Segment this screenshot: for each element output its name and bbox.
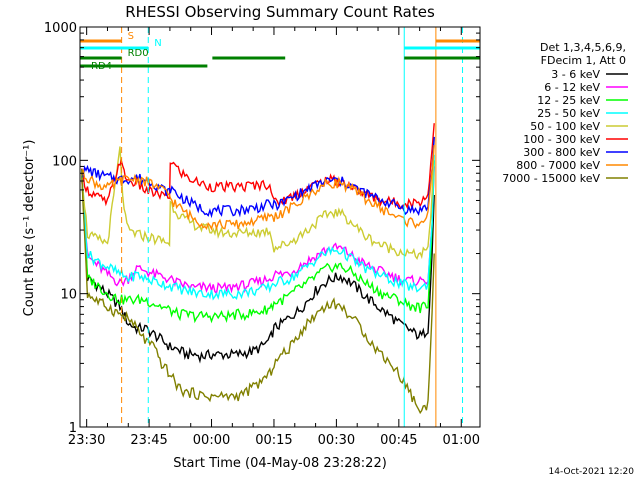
flag-bars: S N RD0 RD4: [80, 31, 480, 72]
flag-label-rd4: RD4: [91, 61, 112, 72]
y-tick-label-3: 1000: [44, 21, 77, 36]
flag-label-rd0: RD0: [128, 48, 149, 59]
x-tick-label-0: 23:30: [68, 433, 105, 448]
x-tick-label-2: 00:00: [193, 433, 230, 448]
legend-label-0: 3 - 6 keV: [551, 68, 600, 81]
x-axis-label: Start Time (04-May-08 23:28:22): [173, 456, 387, 471]
legend-label-1: 6 - 12 keV: [544, 81, 600, 94]
x-tick-label-1: 23:45: [130, 433, 167, 448]
chart-title: RHESSI Observing Summary Count Rates: [125, 3, 435, 21]
series-line-3: [81, 154, 435, 301]
legend: Det 1,3,4,5,6,9, FDecim 1, Att 0 3 - 6 k…: [502, 41, 628, 185]
legend-label-3: 25 - 50 keV: [537, 107, 600, 120]
legend-label-7: 800 - 7000 keV: [516, 159, 600, 172]
flag-label-n: N: [154, 38, 161, 49]
y-tick-label-2: 100: [52, 154, 77, 169]
series-line-1: [81, 166, 435, 295]
x-tick-label-4: 00:30: [318, 433, 355, 448]
axes: 23:30 23:45 00:00 00:15 00:30 00:45 01:00 1 10 10…: [44, 21, 480, 448]
series-line-2: [81, 160, 435, 324]
series-line-5: [81, 123, 435, 211]
footer-date: 14-Oct-2021 12:20: [549, 467, 635, 477]
y-tick-label-0: 1: [69, 421, 77, 436]
x-tick-label-6: 01:00: [443, 433, 480, 448]
y-axis-label: Count Rate (s⁻¹ detector⁻¹): [22, 140, 37, 317]
x-tick-label-5: 00:45: [380, 433, 417, 448]
legend-label-5: 100 - 300 keV: [523, 133, 600, 146]
legend-header-line-1: Det 1,3,4,5,6,9,: [540, 41, 626, 54]
legend-label-8: 7000 - 15000 keV: [502, 172, 600, 185]
series-line-7: [81, 145, 435, 231]
vertical-markers: [121, 27, 464, 427]
legend-header-line-2: FDecim 1, Att 0: [541, 54, 626, 67]
plot-frame: [79, 26, 481, 428]
series-layer: [81, 123, 435, 415]
legend-label-6: 300 - 800 keV: [523, 146, 600, 159]
series-line-8: [81, 168, 435, 415]
x-tick-label-3: 00:15: [255, 433, 292, 448]
flag-label-s: S: [128, 31, 134, 42]
y-tick-label-1: 10: [60, 288, 77, 303]
legend-label-2: 12 - 25 keV: [537, 94, 600, 107]
series-line-4: [81, 136, 435, 260]
legend-label-4: 50 - 100 keV: [530, 120, 600, 133]
